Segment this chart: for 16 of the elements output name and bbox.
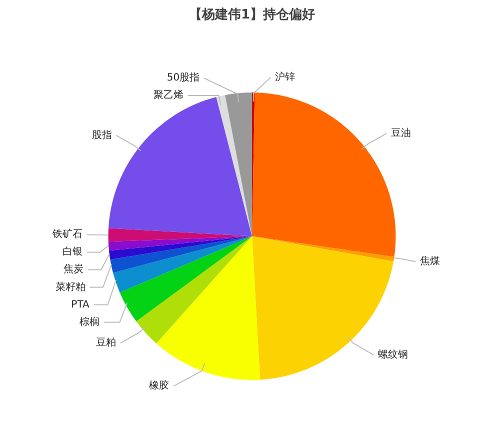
slice-label: 铁矿石	[51, 228, 82, 240]
slice-label: 股指	[92, 128, 112, 141]
slice-label: 聚乙烯	[154, 89, 184, 102]
slice-label: 豆粕	[96, 338, 116, 349]
slice-label: 菜籽粕	[55, 280, 86, 293]
slice-label: 豆油	[390, 126, 411, 139]
slice-label: 橡胶	[149, 380, 170, 392]
slice-label: 白银	[62, 246, 83, 258]
slice-label: PTA	[71, 299, 90, 310]
slice-label: 焦煤	[420, 255, 440, 268]
chart-title: 【杨建伟1】持仓偏好	[188, 6, 316, 22]
slice-label: 沪锌	[274, 70, 295, 83]
slice-label: 螺纹钢	[378, 348, 408, 361]
slice-label: 焦炭	[64, 263, 84, 276]
slice-label: 50股指	[166, 72, 200, 84]
slice-label: 棕榈	[79, 316, 100, 328]
